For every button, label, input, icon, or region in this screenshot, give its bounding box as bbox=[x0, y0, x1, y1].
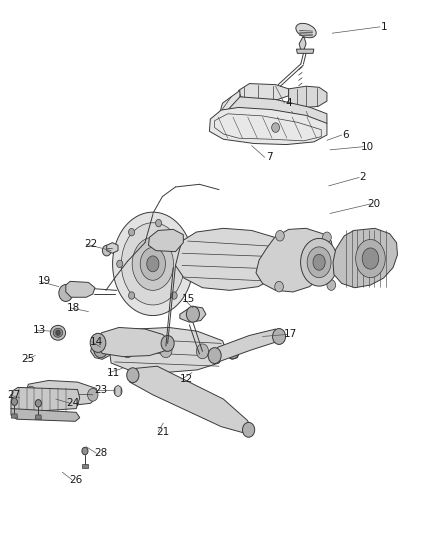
Circle shape bbox=[127, 368, 139, 383]
Polygon shape bbox=[176, 228, 285, 290]
Circle shape bbox=[56, 330, 60, 335]
Polygon shape bbox=[180, 306, 206, 322]
Polygon shape bbox=[220, 91, 240, 123]
Polygon shape bbox=[95, 327, 171, 357]
Polygon shape bbox=[91, 340, 110, 359]
Circle shape bbox=[196, 344, 208, 359]
Circle shape bbox=[272, 328, 286, 344]
Circle shape bbox=[286, 117, 292, 124]
Text: 10: 10 bbox=[360, 142, 374, 152]
Text: 15: 15 bbox=[182, 294, 195, 304]
Text: 11: 11 bbox=[107, 368, 120, 377]
Circle shape bbox=[11, 398, 18, 406]
Text: 21: 21 bbox=[156, 427, 169, 437]
Polygon shape bbox=[107, 243, 118, 253]
Circle shape bbox=[178, 239, 184, 247]
Text: 17: 17 bbox=[284, 329, 297, 340]
Circle shape bbox=[272, 123, 279, 132]
Ellipse shape bbox=[121, 223, 184, 305]
Ellipse shape bbox=[113, 212, 193, 316]
Text: 7: 7 bbox=[266, 152, 272, 162]
Circle shape bbox=[102, 245, 111, 256]
Circle shape bbox=[322, 232, 331, 243]
Circle shape bbox=[128, 292, 134, 299]
Ellipse shape bbox=[53, 328, 63, 337]
Text: 22: 22 bbox=[84, 239, 97, 249]
Circle shape bbox=[82, 447, 88, 455]
Polygon shape bbox=[239, 84, 289, 100]
Circle shape bbox=[94, 341, 108, 358]
Text: 1: 1 bbox=[381, 22, 388, 32]
Circle shape bbox=[160, 343, 172, 358]
Polygon shape bbox=[227, 345, 240, 359]
Polygon shape bbox=[256, 228, 333, 292]
Ellipse shape bbox=[296, 23, 316, 38]
Polygon shape bbox=[297, 49, 314, 53]
Text: 6: 6 bbox=[342, 130, 349, 140]
Polygon shape bbox=[333, 228, 397, 288]
Circle shape bbox=[186, 306, 199, 322]
Polygon shape bbox=[299, 37, 306, 50]
Text: 24: 24 bbox=[67, 398, 80, 408]
Text: 2: 2 bbox=[359, 172, 366, 182]
Polygon shape bbox=[35, 415, 42, 419]
Polygon shape bbox=[289, 86, 327, 108]
Ellipse shape bbox=[356, 239, 385, 278]
Ellipse shape bbox=[147, 256, 159, 272]
Polygon shape bbox=[66, 281, 95, 297]
Ellipse shape bbox=[132, 237, 173, 290]
Text: 23: 23 bbox=[94, 384, 107, 394]
Text: 14: 14 bbox=[90, 337, 103, 347]
Circle shape bbox=[171, 292, 177, 299]
Text: 18: 18 bbox=[67, 303, 80, 313]
Circle shape bbox=[227, 344, 239, 359]
Circle shape bbox=[276, 230, 284, 241]
Polygon shape bbox=[11, 387, 80, 413]
Circle shape bbox=[275, 281, 283, 292]
Ellipse shape bbox=[140, 247, 166, 280]
Polygon shape bbox=[110, 327, 227, 373]
Circle shape bbox=[128, 229, 134, 236]
Circle shape bbox=[121, 343, 134, 358]
Circle shape bbox=[244, 114, 251, 122]
Polygon shape bbox=[209, 108, 327, 144]
Text: 4: 4 bbox=[285, 98, 292, 108]
Text: 25: 25 bbox=[22, 354, 35, 364]
Circle shape bbox=[114, 386, 122, 396]
Polygon shape bbox=[227, 97, 327, 128]
Polygon shape bbox=[11, 409, 80, 421]
Circle shape bbox=[117, 260, 123, 268]
Polygon shape bbox=[25, 381, 97, 406]
Circle shape bbox=[90, 333, 106, 352]
Polygon shape bbox=[130, 366, 252, 433]
Circle shape bbox=[155, 220, 162, 227]
Text: 12: 12 bbox=[180, 374, 193, 384]
Text: 27: 27 bbox=[7, 390, 20, 400]
Ellipse shape bbox=[300, 238, 338, 286]
Ellipse shape bbox=[362, 248, 379, 269]
Circle shape bbox=[35, 400, 42, 407]
Text: 20: 20 bbox=[367, 199, 380, 209]
Text: 26: 26 bbox=[69, 475, 82, 484]
Polygon shape bbox=[212, 329, 282, 362]
Text: 19: 19 bbox=[37, 276, 51, 286]
Ellipse shape bbox=[313, 254, 325, 270]
Circle shape bbox=[327, 280, 336, 290]
Circle shape bbox=[26, 386, 36, 399]
Circle shape bbox=[208, 348, 221, 364]
Text: 28: 28 bbox=[94, 448, 107, 458]
Polygon shape bbox=[82, 464, 88, 468]
Text: 13: 13 bbox=[33, 325, 46, 335]
Circle shape bbox=[243, 422, 254, 437]
Polygon shape bbox=[148, 229, 184, 252]
Polygon shape bbox=[11, 414, 18, 418]
Ellipse shape bbox=[50, 325, 66, 340]
Circle shape bbox=[88, 389, 98, 401]
Circle shape bbox=[161, 335, 174, 351]
Polygon shape bbox=[115, 385, 121, 397]
Ellipse shape bbox=[307, 247, 331, 278]
Circle shape bbox=[59, 285, 73, 302]
